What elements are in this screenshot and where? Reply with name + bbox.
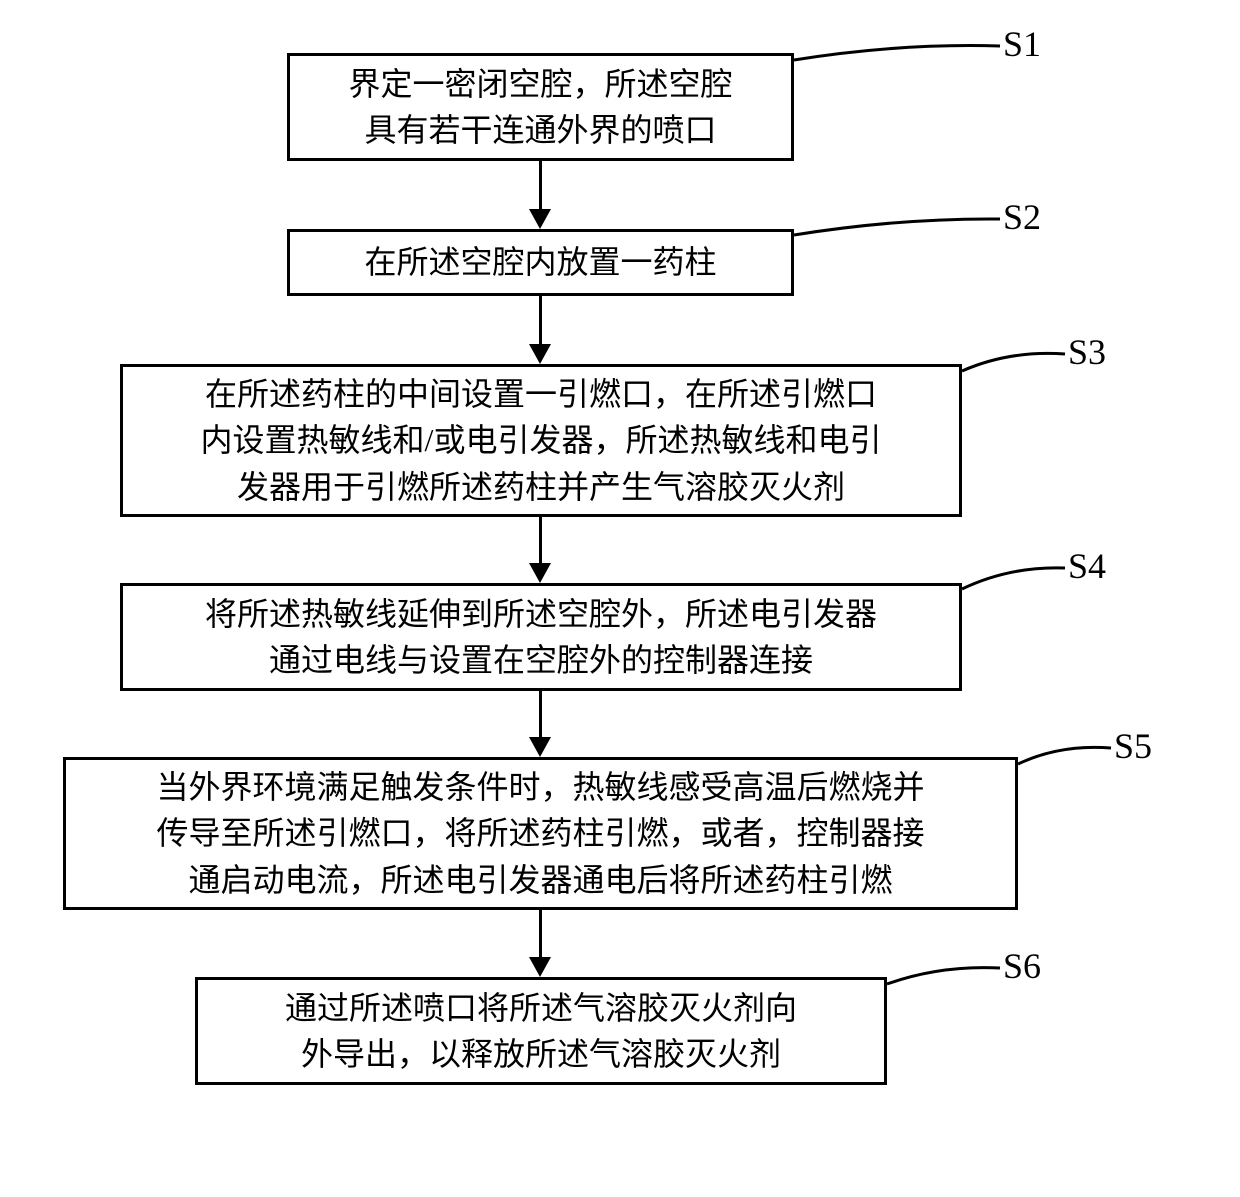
arrow-down-icon (529, 910, 551, 977)
step-text: 在所述药柱的中间设置一引燃口，在所述引燃口内设置热敏线和/或电引发器，所述热敏线… (201, 371, 882, 510)
arrow-down-icon (529, 691, 551, 757)
step-text: 在所述空腔内放置一药柱 (364, 239, 716, 285)
step-text: 通过所述喷口将所述气溶胶灭火剂向外导出，以释放所述气溶胶灭火剂 (285, 985, 797, 1078)
arrow-down-icon (529, 517, 551, 583)
step-box-s1: 界定一密闭空腔，所述空腔具有若干连通外界的喷口 (287, 53, 794, 161)
step-label-s6: S6 (1003, 945, 1041, 987)
arrow-down-icon (529, 296, 551, 364)
flowchart-canvas: 界定一密闭空腔，所述空腔具有若干连通外界的喷口 在所述空腔内放置一药柱 在所述药… (0, 0, 1240, 1197)
step-box-s5: 当外界环境满足触发条件时，热敏线感受高温后燃烧并传导至所述引燃口，将所述药柱引燃… (63, 757, 1018, 910)
step-label-s4: S4 (1068, 545, 1106, 587)
step-box-s6: 通过所述喷口将所述气溶胶灭火剂向外导出，以释放所述气溶胶灭火剂 (195, 977, 887, 1085)
step-box-s3: 在所述药柱的中间设置一引燃口，在所述引燃口内设置热敏线和/或电引发器，所述热敏线… (120, 364, 962, 517)
step-text: 将所述热敏线延伸到所述空腔外，所述电引发器通过电线与设置在空腔外的控制器连接 (205, 591, 877, 684)
step-text: 界定一密闭空腔，所述空腔具有若干连通外界的喷口 (348, 61, 732, 154)
arrow-down-icon (529, 161, 551, 229)
step-text: 当外界环境满足触发条件时，热敏线感受高温后燃烧并传导至所述引燃口，将所述药柱引燃… (156, 764, 924, 903)
step-box-s4: 将所述热敏线延伸到所述空腔外，所述电引发器通过电线与设置在空腔外的控制器连接 (120, 583, 962, 691)
step-label-s5: S5 (1114, 725, 1152, 767)
step-label-s2: S2 (1003, 196, 1041, 238)
step-label-s1: S1 (1003, 23, 1041, 65)
step-box-s2: 在所述空腔内放置一药柱 (287, 229, 794, 296)
step-label-s3: S3 (1068, 331, 1106, 373)
